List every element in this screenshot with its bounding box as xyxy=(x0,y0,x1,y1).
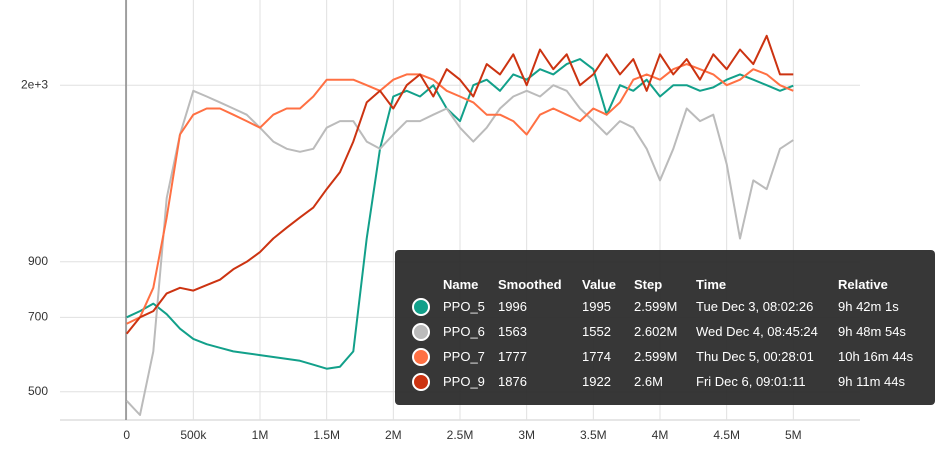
y-tick-label: 700 xyxy=(28,310,48,324)
series-swatch xyxy=(412,323,430,341)
series-swatch xyxy=(412,373,430,391)
x-tick-label: 3M xyxy=(518,428,535,442)
tooltip-cell: 9h 48m 54s xyxy=(838,324,906,339)
tooltip-cell: Tue Dec 3, 08:02:26 xyxy=(696,299,814,314)
x-tick-label: 1.5M xyxy=(313,428,340,442)
tooltip-cell: 1922 xyxy=(582,374,611,389)
x-tick-label: 2M xyxy=(385,428,402,442)
tooltip-cell: PPO_6 xyxy=(443,324,485,339)
tooltip-cell: 2.599M xyxy=(634,299,678,314)
x-tick-label: 4.5M xyxy=(713,428,740,442)
tooltip-cell: Wed Dec 4, 08:45:24 xyxy=(696,324,818,339)
series-swatch xyxy=(412,348,430,366)
tooltip-cell: 1876 xyxy=(498,374,527,389)
tooltip-cell: 1552 xyxy=(582,324,611,339)
x-tick-label: 1M xyxy=(252,428,269,442)
tooltip-cell: Thu Dec 5, 00:28:01 xyxy=(696,349,814,364)
tooltip-cell: 1774 xyxy=(582,349,611,364)
tooltip-cell: 1563 xyxy=(498,324,527,339)
tooltip-cell: 2.6M xyxy=(634,374,663,389)
y-tick-label: 2e+3 xyxy=(21,77,48,91)
x-tick-label: 4M xyxy=(652,428,669,442)
y-tick-label: 500 xyxy=(28,384,48,398)
tooltip-header: Time xyxy=(696,277,727,292)
tooltip-cell: Fri Dec 6, 09:01:11 xyxy=(696,374,806,389)
series-line xyxy=(126,63,794,325)
x-tick-label: 500k xyxy=(180,428,207,442)
tooltip-cell: PPO_7 xyxy=(443,349,485,364)
tooltip-cell: 9h 42m 1s xyxy=(838,299,899,314)
x-tick-label: 0 xyxy=(123,428,130,442)
series-swatch xyxy=(412,298,430,316)
tooltip-cell: PPO_9 xyxy=(443,374,485,389)
tooltip-cell: 1995 xyxy=(582,299,611,314)
x-tick-label: 2.5M xyxy=(447,428,474,442)
series-line xyxy=(125,34,794,335)
tooltip-header: Value xyxy=(582,277,616,292)
x-tick-label: 3.5M xyxy=(580,428,607,442)
series-line xyxy=(125,84,794,416)
tooltip-cell: 2.599M xyxy=(634,349,678,364)
tooltip-cell: 2.602M xyxy=(634,324,678,339)
x-tick-label: 5M xyxy=(785,428,802,442)
tooltip-cell: 1777 xyxy=(498,349,527,364)
tooltip-header: Name xyxy=(443,277,479,292)
tooltip-cell: 9h 11m 44s xyxy=(838,374,905,389)
tooltip-header: Smoothed xyxy=(498,277,562,292)
tooltip: Name Smoothed Value Step Time Relative PPO_5 19… xyxy=(395,250,935,405)
tooltip-cell: 1996 xyxy=(498,299,527,314)
y-tick-label: 900 xyxy=(28,254,48,268)
series-line xyxy=(126,58,794,370)
tooltip-header: Step xyxy=(634,277,663,292)
tooltip-cell: 10h 16m 44s xyxy=(838,349,914,364)
tooltip-cell: PPO_5 xyxy=(443,299,485,314)
tooltip-header: Relative xyxy=(838,277,888,292)
